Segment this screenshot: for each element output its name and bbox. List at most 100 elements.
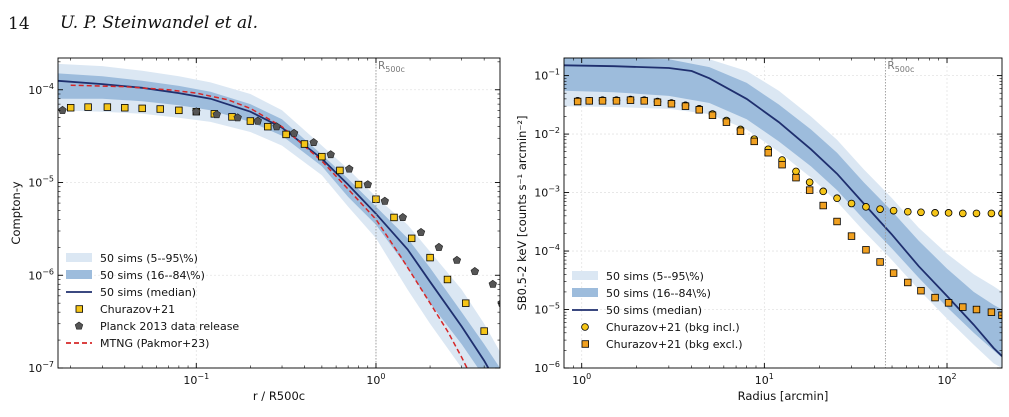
- y-tick-label: 10−3: [534, 185, 560, 200]
- data-point-churazov: [819, 187, 828, 196]
- data-point-planck: [192, 107, 201, 116]
- series-line-mtng: [70, 84, 468, 368]
- plot-frame: [57, 57, 501, 369]
- data-point-churazov: [833, 194, 841, 203]
- data-point-churazov: [318, 152, 326, 161]
- x-tick-label: 100: [366, 372, 385, 387]
- data-point-planck: [488, 279, 497, 288]
- data-point-churazov-excl: [708, 111, 717, 119]
- data-point-churazov: [300, 140, 309, 148]
- legend-entry-label: 50 sims (5--95\%): [100, 252, 198, 265]
- data-point-churazov-excl: [987, 308, 996, 316]
- plot-frame: [563, 57, 1003, 369]
- data-point-churazov: [876, 205, 884, 213]
- page-header: 14 U. P. Steinwandel et al.: [0, 0, 1009, 40]
- data-point-churazov: [805, 178, 814, 187]
- data-point-churazov: [138, 104, 146, 113]
- data-point-churazov: [443, 275, 452, 284]
- legend-swatch: [75, 305, 83, 313]
- data-point-churazov-excl: [862, 246, 870, 254]
- data-point-churazov: [917, 208, 925, 217]
- legend-entry-label: Churazov+21 (bkg incl.): [606, 321, 740, 334]
- data-point-churazov-excl: [778, 160, 786, 169]
- x-tick-label: 101: [755, 372, 774, 387]
- legend-swatch: [572, 271, 598, 280]
- data-point-churazov: [264, 122, 272, 131]
- data-point-planck: [289, 128, 299, 137]
- legend-entry-label: 50 sims (median): [100, 286, 196, 299]
- data-point-churazov: [889, 206, 898, 215]
- legend-entry-label: Planck 2013 data release: [100, 320, 239, 333]
- data-point-planck: [58, 105, 67, 114]
- data-point-churazov-excl: [640, 97, 648, 105]
- data-point-churazov: [426, 253, 434, 262]
- series-band-band-84: [564, 58, 1002, 358]
- data-point-churazov: [121, 104, 129, 112]
- data-point-churazov-excl: [959, 303, 967, 311]
- data-point-planck: [212, 110, 221, 119]
- data-point-churazov: [407, 234, 416, 243]
- data-point-churazov: [480, 327, 488, 335]
- y-tick-label: 10−5: [534, 302, 560, 317]
- series-band-band-84: [58, 73, 500, 368]
- x-tick-label: 10−1: [183, 372, 209, 387]
- data-point-churazov: [792, 167, 800, 176]
- y-tick-label: 10−4: [534, 243, 560, 258]
- data-point-churazov-excl: [904, 278, 912, 287]
- data-point-churazov: [958, 209, 967, 218]
- data-point-planck: [363, 180, 372, 189]
- data-point-churazov-excl: [585, 97, 593, 105]
- data-point-churazov: [175, 106, 183, 115]
- data-point-planck: [309, 138, 318, 146]
- legend-entry-label: 50 sims (median): [606, 304, 702, 317]
- data-point-churazov: [84, 103, 92, 111]
- data-point-churazov: [336, 166, 344, 175]
- plot-area: [58, 58, 500, 368]
- data-point-churazov: [462, 299, 470, 307]
- data-point-churazov-excl: [805, 186, 814, 194]
- x-axis-label: Radius [arcmin]: [738, 389, 829, 403]
- r500c-label: R500c: [887, 60, 914, 74]
- data-point-churazov-excl: [819, 201, 827, 210]
- data-point-churazov: [246, 117, 255, 125]
- data-point-planck: [345, 164, 354, 173]
- data-point-churazov-excl: [944, 299, 953, 307]
- data-point-planck: [233, 113, 242, 122]
- legend-entry-label: Churazov+21: [100, 303, 175, 316]
- data-point-planck: [380, 196, 389, 205]
- data-point-planck: [416, 228, 426, 236]
- data-point-churazov-excl: [598, 97, 607, 105]
- data-point-churazov-excl: [626, 96, 635, 104]
- data-point-churazov-excl: [750, 137, 758, 146]
- page-number: 14: [8, 14, 30, 34]
- data-point-churazov-excl: [833, 217, 841, 226]
- data-point-churazov-excl: [889, 269, 898, 277]
- plot-area: [564, 58, 1002, 368]
- legend-swatch: [581, 323, 589, 331]
- data-point-churazov: [931, 209, 939, 217]
- data-point-churazov: [862, 203, 870, 211]
- data-point-planck: [497, 299, 500, 307]
- data-point-churazov-excl: [972, 305, 981, 314]
- r500c-label: R500c: [378, 60, 405, 74]
- data-point-planck: [326, 150, 335, 159]
- data-point-churazov-excl: [667, 100, 676, 108]
- data-point-churazov-excl: [931, 293, 939, 302]
- data-point-churazov-excl: [917, 286, 925, 295]
- y-tick-label: 10−6: [28, 267, 54, 282]
- y-tick-label: 10−1: [534, 68, 560, 83]
- x-tick-label: 102: [937, 372, 956, 387]
- data-point-planck: [434, 242, 444, 251]
- data-point-planck: [470, 267, 480, 275]
- data-point-churazov: [972, 209, 981, 218]
- legend-entry-label: 50 sims (16--84\%): [100, 269, 205, 282]
- chart-panel-1: R500c 10−1 100 10−7 10−6 10−5 10−4 r / R500c Com…: [9, 57, 501, 403]
- data-point-churazov-excl: [573, 97, 582, 106]
- data-point-churazov-excl: [792, 173, 800, 182]
- x-tick-label: 100: [572, 372, 591, 387]
- legend-swatch: [74, 321, 84, 330]
- legend-swatch: [66, 253, 92, 262]
- legend-entry-label: MTNG (Pakmor+23): [100, 337, 209, 350]
- data-point-churazov: [987, 209, 996, 218]
